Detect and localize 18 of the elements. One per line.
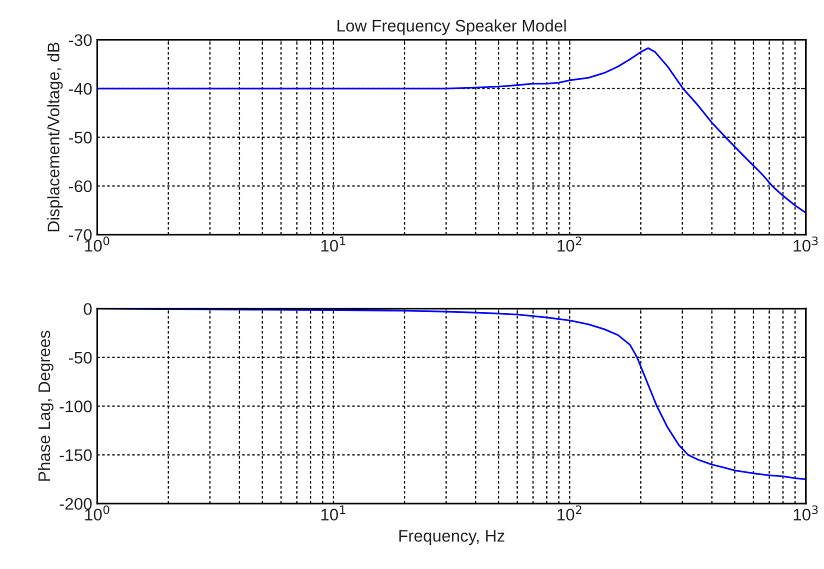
y-tick-label: -40	[69, 82, 92, 95]
y-tick-label: -30	[69, 34, 92, 46]
y-tick-label: -150	[60, 449, 92, 462]
y-tick-label: -100	[60, 400, 92, 412]
y-tick-label: 0	[84, 303, 92, 315]
x-tick-label: 10$^{1}$	[321, 506, 346, 521]
y-tick-label: -50	[69, 352, 92, 364]
y-axis-title: Displacement/Voltage, dB	[47, 42, 63, 232]
chart-title: Low Frequency Speaker Model	[338, 19, 566, 35]
x-tick-label: 10$^{2}$	[558, 236, 582, 252]
y-axis-title: Phase Lag, Degrees	[38, 330, 54, 481]
x-tick-label: 10$^{3}$	[794, 505, 818, 521]
x-tick-label: 10$^{3}$	[794, 236, 818, 252]
y-tick-label: -50	[69, 132, 92, 144]
x-tick-label: 10$^{2}$	[558, 505, 582, 521]
y-tick-label: -60	[69, 180, 92, 192]
x-tick-label: 10$^{1}$	[321, 236, 346, 252]
x-axis-title: Frequency, Hz	[399, 530, 504, 546]
